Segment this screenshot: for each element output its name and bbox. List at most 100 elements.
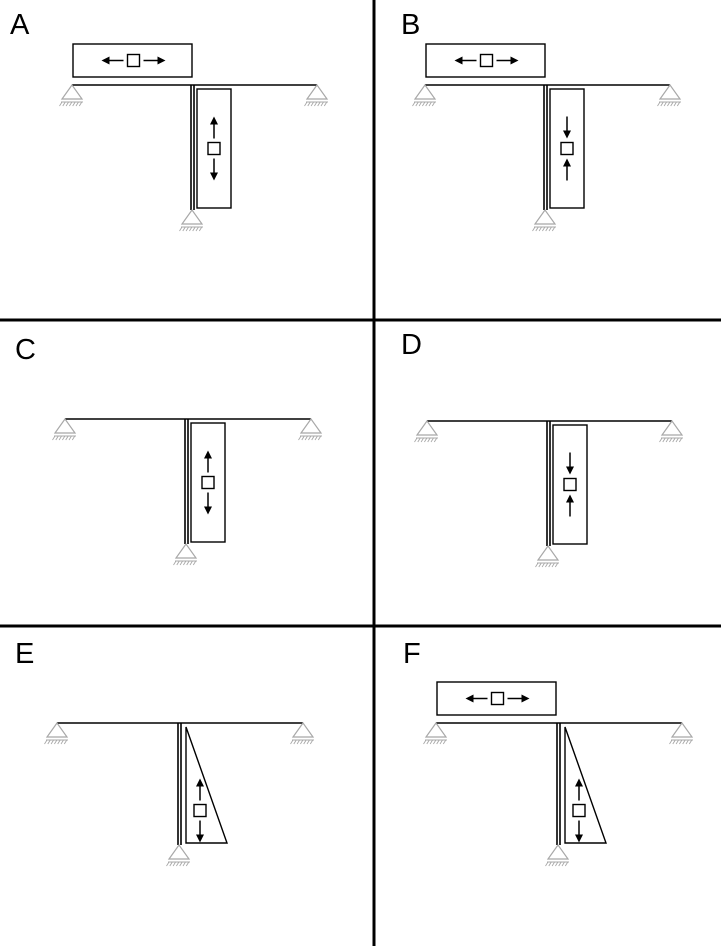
axial-arrowhead: [566, 494, 574, 503]
pin-support-icon: [174, 542, 198, 559]
pin-support-icon: [60, 83, 84, 100]
support-hatch: [173, 560, 177, 566]
support-hatch: [436, 739, 440, 745]
axial-arrowhead: [575, 834, 583, 843]
support-hatch: [301, 435, 305, 441]
panel-b: B: [401, 9, 682, 232]
panel-label-c: C: [15, 334, 36, 366]
support-hatch: [417, 437, 421, 443]
support-hatch: [429, 739, 433, 745]
support-hatch: [660, 101, 664, 107]
support-hatch: [304, 101, 308, 107]
support-hatch: [58, 435, 62, 441]
support-hatch: [72, 101, 76, 107]
support-hatch: [304, 435, 308, 441]
support-hatch: [314, 435, 318, 441]
element-square-icon: [126, 53, 141, 68]
support-hatch: [548, 226, 552, 232]
support-hatch: [198, 226, 203, 232]
support-hatch: [676, 101, 681, 107]
panel-a: A: [10, 9, 329, 232]
element-square-icon: [563, 477, 577, 492]
panel-d: D: [401, 329, 684, 568]
support-hatch: [538, 226, 542, 232]
axial-arrowhead: [566, 466, 574, 475]
support-hatch: [298, 435, 302, 441]
axial-arrowhead: [204, 450, 212, 459]
axial-arrowhead: [157, 56, 166, 65]
support-hatch: [71, 435, 76, 441]
support-hatch: [561, 861, 565, 867]
support-hatch: [535, 562, 539, 568]
support-hatch: [685, 739, 689, 745]
support-hatch: [52, 435, 56, 441]
support-hatch: [688, 739, 693, 745]
support-hatch: [425, 101, 429, 107]
support-hatch: [75, 101, 79, 107]
support-hatch: [545, 861, 549, 867]
support-hatch: [535, 226, 539, 232]
pin-support-icon: [299, 417, 323, 434]
support-hatch: [60, 739, 64, 745]
support-hatch: [69, 101, 73, 107]
support-hatch: [290, 739, 294, 745]
element-square-icon: [193, 803, 207, 818]
support-hatch: [189, 226, 193, 232]
support-hatch: [185, 226, 189, 232]
pin-support-icon: [415, 419, 439, 436]
support-hatch: [63, 739, 68, 745]
pin-support-icon: [546, 843, 570, 860]
support-hatch: [426, 739, 430, 745]
column-axial-diagram: [185, 726, 228, 844]
support-hatch: [169, 861, 173, 867]
support-hatch: [308, 435, 312, 441]
support-hatch: [554, 562, 559, 568]
axial-arrowhead: [521, 694, 530, 703]
pin-support-icon: [167, 843, 191, 860]
support-hatch: [317, 435, 322, 441]
panel-label-e: E: [15, 638, 34, 670]
axial-arrowhead: [465, 694, 474, 703]
pin-support-icon: [660, 419, 684, 436]
support-hatch: [430, 437, 434, 443]
support-hatch: [659, 437, 663, 443]
axial-arrowhead: [510, 56, 519, 65]
support-hatch: [538, 562, 542, 568]
axial-arrowhead: [563, 158, 571, 167]
support-hatch: [182, 861, 186, 867]
axial-arrowhead: [210, 172, 218, 181]
support-hatch: [431, 101, 436, 107]
support-hatch: [317, 101, 321, 107]
support-hatch: [179, 560, 183, 566]
axial-arrowhead: [454, 56, 463, 65]
support-hatch: [427, 437, 431, 443]
support-hatch: [672, 739, 676, 745]
support-hatch: [166, 861, 170, 867]
beam-axial-diagram: [72, 43, 193, 78]
support-hatch: [55, 435, 59, 441]
support-hatch: [423, 739, 427, 745]
support-hatch: [179, 861, 183, 867]
panel-label-f: F: [403, 638, 421, 670]
pin-support-icon: [658, 83, 682, 100]
support-hatch: [545, 226, 549, 232]
support-hatch: [675, 739, 679, 745]
support-hatch: [176, 560, 180, 566]
support-hatch: [186, 560, 190, 566]
element-square-icon: [201, 475, 215, 490]
axial-arrowhead: [210, 116, 218, 125]
support-hatch: [415, 101, 419, 107]
axial-arrowhead: [563, 130, 571, 139]
support-hatch: [433, 437, 438, 443]
pin-support-icon: [305, 83, 329, 100]
pin-support-icon: [45, 721, 69, 738]
support-hatch: [424, 437, 428, 443]
support-hatch: [433, 739, 437, 745]
support-hatch: [657, 101, 661, 107]
support-hatch: [50, 739, 54, 745]
support-hatch: [551, 562, 555, 568]
support-hatch: [532, 226, 536, 232]
support-hatch: [323, 101, 328, 107]
support-hatch: [62, 101, 66, 107]
axial-arrowhead: [101, 56, 110, 65]
